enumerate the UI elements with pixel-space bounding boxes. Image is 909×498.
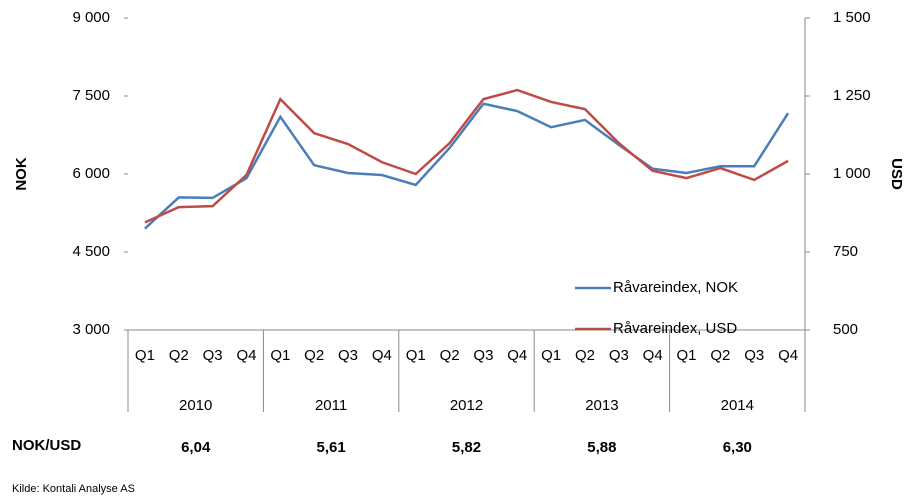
y-tick-label: 4 500	[72, 243, 110, 260]
x-tick-label: Q4	[372, 347, 392, 364]
x-tick-label: Q2	[575, 347, 595, 364]
group-label: 2010	[179, 397, 212, 414]
y2-tick-label: 1 000	[833, 165, 871, 182]
source: Kilde: Kontali Analyse AS	[12, 483, 135, 495]
y-axis-label: NOK	[13, 157, 30, 191]
x-tick-label: Q1	[135, 347, 155, 364]
x-tick-label: Q4	[507, 347, 527, 364]
x-tick-label: Q1	[270, 347, 290, 364]
rate-value: 5,88	[587, 439, 616, 456]
legend-label: Råvareindex, USD	[613, 320, 737, 337]
x-tick-label: Q3	[203, 347, 223, 364]
y-tick-label: 9 000	[72, 9, 110, 26]
y2-tick-label: 500	[833, 321, 858, 338]
y-tick-label: 7 500	[72, 87, 110, 104]
x-tick-label: Q3	[609, 347, 629, 364]
rate-value: 6,30	[723, 439, 752, 456]
x-tick-label: Q4	[643, 347, 663, 364]
group-label: 2011	[315, 397, 347, 414]
x-tick-label: Q2	[169, 347, 189, 364]
x-tick-label: Q3	[338, 347, 358, 364]
series-line	[144, 102, 790, 230]
y2-axis-label: USD	[888, 158, 905, 190]
x-tick-label: Q1	[406, 347, 426, 364]
series-line	[144, 88, 789, 224]
rate-value: 6,04	[181, 439, 211, 456]
group-label: 2013	[585, 397, 618, 414]
x-tick-label: Q3	[473, 347, 493, 364]
x-tick-label: Q2	[710, 347, 730, 364]
x-tick-label: Q4	[236, 347, 256, 364]
y-tick-label: 6 000	[72, 165, 110, 182]
x-tick-label: Q2	[304, 347, 324, 364]
group-label: 2012	[450, 397, 483, 414]
x-tick-label: Q1	[541, 347, 561, 364]
x-tick-label: Q4	[778, 347, 798, 364]
rate-value: 5,82	[452, 439, 481, 456]
x-tick-label: Q2	[440, 347, 460, 364]
group-label: 2014	[721, 397, 754, 414]
y2-tick-label: 750	[833, 243, 858, 260]
rate-value: 5,61	[316, 439, 345, 456]
y2-tick-label: 1 250	[833, 87, 871, 104]
x-tick-label: Q1	[677, 347, 697, 364]
rates-label: NOK/USD	[12, 437, 81, 454]
y-tick-label: 3 000	[72, 321, 110, 338]
x-tick-label: Q3	[744, 347, 764, 364]
y2-tick-label: 1 500	[833, 9, 871, 26]
legend-label: Råvareindex, NOK	[613, 279, 738, 296]
